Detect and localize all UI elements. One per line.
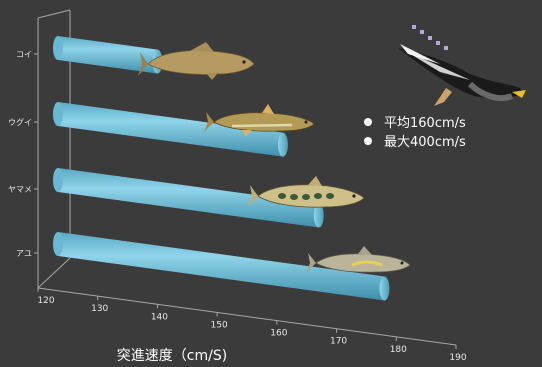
- bar-start-cap: [53, 168, 63, 192]
- annotation-bullet: [364, 137, 372, 145]
- annotation-list: 平均160cm/s 最大400cm/s: [364, 116, 466, 150]
- cormorant-diving-icon: [398, 25, 526, 106]
- x-axis-label: 突進速度（cm/S): [117, 348, 227, 364]
- x-tick-label: 140: [151, 312, 168, 322]
- bar-body: [58, 232, 385, 301]
- category-label: ヤマメ: [8, 185, 32, 194]
- bar-body: [58, 168, 319, 228]
- masu-salmon-icon: [248, 176, 365, 208]
- x-tick-label: 120: [37, 296, 54, 306]
- x-axis-line: [37, 287, 457, 346]
- category-label: コイ: [16, 50, 32, 59]
- x-tick-label: 130: [91, 304, 108, 314]
- top-depth-edge: [37, 9, 71, 19]
- x-tick-label: 180: [390, 345, 407, 355]
- bar-end-cap: [313, 203, 324, 228]
- annotation-average: 平均160cm/s: [384, 116, 466, 131]
- bars-layer: [53, 36, 390, 301]
- annotation-bullet: [364, 118, 372, 126]
- bar-4: [53, 232, 390, 301]
- bar-1: [53, 36, 163, 74]
- category-label: ウグイ: [8, 117, 32, 127]
- x-tick-label: 150: [211, 320, 228, 330]
- category-label: アユ: [16, 249, 32, 258]
- bar-body: [58, 102, 283, 157]
- carp-icon: [138, 42, 255, 80]
- bar-end-cap: [379, 276, 390, 301]
- x-tick-label: 170: [330, 337, 347, 347]
- x-ticks: 120 130 140 150 160 170 180 190: [37, 288, 467, 363]
- dace-icon: [204, 104, 315, 136]
- bar-2: [53, 102, 288, 157]
- bottom-depth-edge: [37, 257, 71, 289]
- bar-start-cap: [53, 232, 63, 256]
- bar-3: [53, 168, 324, 228]
- bar-body: [58, 36, 158, 74]
- bar-start-cap: [53, 102, 63, 126]
- annotation-max: 最大400cm/s: [384, 135, 466, 150]
- sweetfish-icon: [306, 246, 411, 273]
- x-tick-label: 190: [449, 353, 466, 363]
- x-tick-label: 160: [270, 329, 287, 339]
- bar-start-cap: [53, 36, 63, 60]
- bar-end-cap: [277, 132, 288, 157]
